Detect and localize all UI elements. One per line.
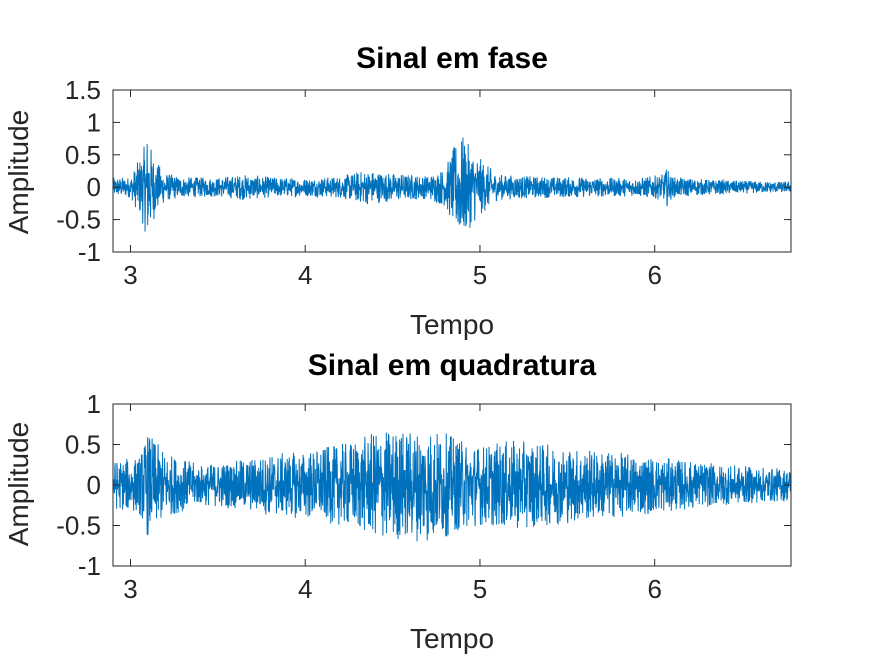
plot-area: [113, 432, 791, 542]
x-tick-label: 6: [647, 574, 661, 604]
y-tick-label: 1: [87, 107, 101, 137]
y-tick-label: 1.5: [65, 75, 101, 105]
y-tick-label: 0: [87, 470, 101, 500]
axes-frame: [112, 89, 792, 253]
plot-area: [113, 137, 791, 232]
ticks: 3 4 5 6 -1-0.500.511.5: [56, 75, 791, 290]
x-tick-label: 4: [298, 260, 312, 290]
y-tick-label: -1: [78, 237, 101, 267]
y-tick-label: 0.5: [65, 140, 101, 170]
subplot-quadrature: Sinal em quadratura 3 4 5 6 -1 -0.5 0 0.5 1 Temp…: [3, 349, 792, 654]
y-tick-label: -1: [78, 551, 101, 581]
x-tick-label: 6: [647, 260, 661, 290]
y-tick-label: -0.5: [56, 511, 101, 541]
signal-line: [113, 137, 791, 232]
subplot-title: Sinal em quadratura: [308, 349, 597, 382]
ticks: 3 4 5 6 -1 -0.5 0 0.5 1: [56, 389, 791, 604]
x-tick-label: 5: [473, 574, 487, 604]
y-tick-label: -0.5: [56, 205, 101, 235]
subplot-in-phase: Sinal em fase 3 4 5 6 -1-0.500.511.5 Tempo A…: [3, 42, 792, 340]
y-tick-label: 0: [87, 172, 101, 202]
x-tick-label: 3: [123, 260, 137, 290]
x-tick-label: 5: [473, 260, 487, 290]
y-axis-label: Amplitude: [3, 422, 34, 547]
y-tick-label: 1: [87, 389, 101, 419]
x-tick-label: 4: [298, 574, 312, 604]
signal-line: [113, 432, 791, 542]
y-axis-label: Amplitude: [3, 110, 34, 235]
y-tick-label: 0.5: [65, 430, 101, 460]
x-tick-label: 3: [123, 574, 137, 604]
subplot-title: Sinal em fase: [356, 42, 548, 75]
x-axis-label: Tempo: [410, 623, 494, 654]
x-axis-label: Tempo: [410, 309, 494, 340]
